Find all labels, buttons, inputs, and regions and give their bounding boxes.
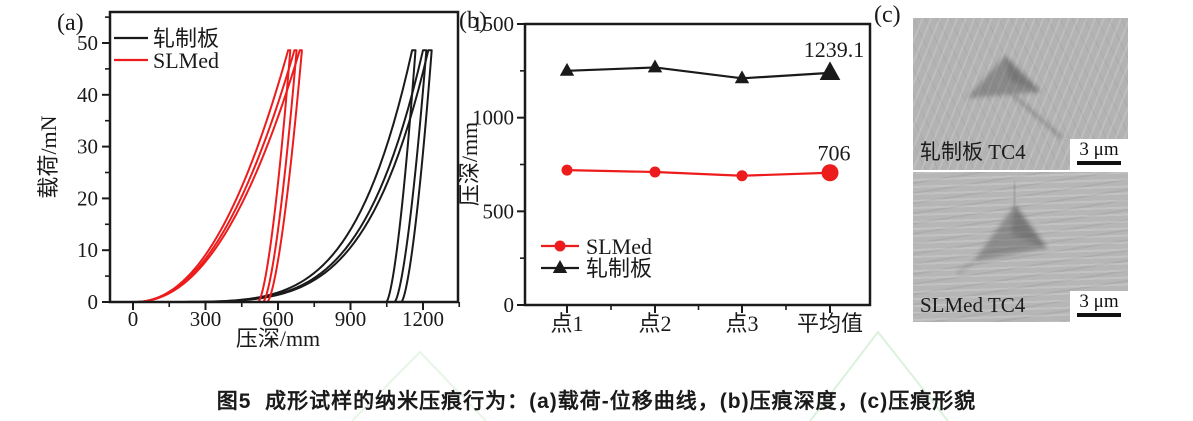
caption-chinese: 图5 成形试样的纳米压痕行为：(a)载荷-位移曲线，(b)压痕深度，(c)压痕形… xyxy=(216,390,977,413)
category-label: 平均值 xyxy=(797,311,863,336)
y-tick-label: 0 xyxy=(88,290,99,314)
legend-label: 轧制板 xyxy=(586,256,652,281)
data-point-SLMed xyxy=(561,164,573,176)
scalebar-text: 3 μm xyxy=(1079,139,1119,160)
x-tick-label: 600 xyxy=(262,307,294,331)
data-point-轧制板 xyxy=(819,61,841,81)
panel-b-label: (b) xyxy=(459,8,487,34)
chart-indentation-depth: 0 500 1000 1500 点1 点2 点3 平均值 1239.1 706 压深/mm SLMed… xyxy=(457,8,872,336)
data-point-SLMed xyxy=(649,166,661,178)
indent-mark-rolled xyxy=(967,56,1063,139)
panel-c-label: (c) xyxy=(874,2,901,28)
legend-marker xyxy=(552,260,568,273)
loop-轧制板 xyxy=(133,49,417,303)
series-line-SLMed xyxy=(566,169,831,177)
y-tick-label: 1000 xyxy=(472,106,514,130)
indent-shadow xyxy=(1005,56,1041,92)
figure-caption: 图5 成形试样的纳米压痕行为：(a)载荷-位移曲线，(b)压痕深度，(c)压痕形… xyxy=(0,352,1193,421)
data-point-轧制板 xyxy=(647,59,663,73)
loop-SLMed xyxy=(132,49,298,303)
scalebar-top: 3 μm xyxy=(1070,139,1128,170)
y-axis-title: 载荷/mN xyxy=(36,115,61,198)
legend-label: 轧制板 xyxy=(153,26,219,51)
legend-label: SLMed xyxy=(586,234,652,259)
indent-triangle xyxy=(973,205,1047,262)
y-axis-title: 压深/mm xyxy=(457,122,482,206)
scalebar-bottom: 3 μm xyxy=(1070,291,1128,322)
data-point-SLMed xyxy=(821,164,839,182)
indent-triangle xyxy=(967,56,1041,98)
scalebar-line xyxy=(1077,313,1121,317)
y-tick-label: 30 xyxy=(77,135,98,159)
y-tick-label: 500 xyxy=(483,199,515,223)
loop-SLMed xyxy=(132,49,292,303)
indent-crack-line xyxy=(1012,181,1017,207)
indent-crack-line-2 xyxy=(956,261,974,275)
sem-label-slmed: SLMed TC4 xyxy=(920,293,1026,317)
sem-image-slmed: SLMed TC4 3 μm xyxy=(913,172,1128,322)
y-tick-label: 40 xyxy=(77,83,98,107)
x-tick-label: 1200 xyxy=(402,307,444,331)
category-label: 点2 xyxy=(638,311,671,336)
scalebar-line xyxy=(1077,161,1121,165)
x-tick-label: 900 xyxy=(335,307,367,331)
y-tick-label: 20 xyxy=(77,186,98,210)
series-line-轧制板 xyxy=(566,66,831,80)
sem-image-rolled-plate: 轧制板 TC4 3 μm xyxy=(913,18,1128,170)
category-label: 点1 xyxy=(550,311,583,336)
panel-a-frame xyxy=(108,10,460,304)
loop-SLMed xyxy=(132,49,303,303)
indent-mark-slmed xyxy=(956,181,1047,275)
sem-label-rolled: 轧制板 TC4 xyxy=(920,140,1026,164)
legend-label: SLMed xyxy=(153,48,219,73)
data-point-轧制板 xyxy=(734,70,750,84)
annotation: 706 xyxy=(818,141,851,166)
x-tick-label: 0 xyxy=(128,307,139,331)
y-tick-label: 1500 xyxy=(472,12,514,36)
x-tick-label: 300 xyxy=(190,307,222,331)
data-point-SLMed xyxy=(736,170,748,182)
y-tick-label: 10 xyxy=(77,238,98,262)
indent-shadow xyxy=(1011,205,1047,248)
y-tick-label: 50 xyxy=(77,31,98,55)
scalebar-text: 3 μm xyxy=(1079,291,1119,312)
annotation: 1239.1 xyxy=(804,37,865,62)
panel-a-label: (a) xyxy=(57,10,84,36)
data-point-轧制板 xyxy=(559,62,575,76)
y-tick-label: 0 xyxy=(504,293,515,317)
chart-load-displacement: 0 300 600 900 1200 0 10 20 30 40 50 压深/mm 载荷/mN 轧制板SL… xyxy=(36,10,461,350)
category-label: 点3 xyxy=(725,311,758,336)
x-axis-title: 压深/mm xyxy=(236,326,320,350)
legend-marker xyxy=(554,240,566,252)
panel-b-frame xyxy=(523,22,872,307)
indent-crack-line xyxy=(1012,94,1063,139)
